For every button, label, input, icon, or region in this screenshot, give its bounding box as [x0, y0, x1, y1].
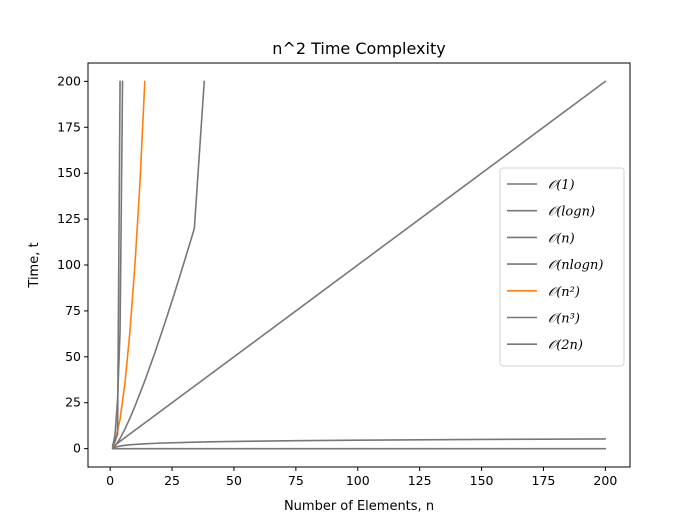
x-tick-label: 200 — [593, 473, 617, 488]
legend-label: 𝒪(2n) — [548, 338, 583, 353]
legend-label: 𝒪(1) — [548, 178, 575, 193]
legend: 𝒪(1) 𝒪(logn) 𝒪(n) 𝒪(nlogn) 𝒪(n²) 𝒪(n³) 𝒪(2n) — [499, 167, 625, 367]
y-axis-ticks: 0 25 50 75 100 125 150 175 200 — [57, 73, 88, 456]
y-tick-label: 200 — [57, 73, 81, 88]
legend-label: 𝒪(nlogn) — [548, 258, 603, 273]
legend-label: 𝒪(logn) — [548, 205, 595, 220]
chart-title: n^2 Time Complexity — [272, 39, 445, 58]
y-tick-label: 175 — [57, 119, 81, 134]
y-axis-label: Time, t — [27, 242, 42, 288]
y-tick-label: 50 — [65, 349, 81, 364]
x-tick-label: 175 — [532, 473, 556, 488]
x-tick-label: 50 — [226, 473, 242, 488]
x-tick-label: 0 — [106, 473, 114, 488]
x-tick-label: 125 — [408, 473, 432, 488]
series-layer — [111, 80, 607, 450]
legend-label: 𝒪(n²) — [548, 285, 580, 300]
x-tick-label: 75 — [288, 473, 304, 488]
y-tick-label: 0 — [73, 441, 81, 456]
legend-label: 𝒪(n) — [548, 231, 575, 246]
series-line-7 — [111, 80, 121, 446]
y-tick-label: 25 — [65, 395, 81, 410]
y-tick-label: 100 — [57, 257, 81, 272]
series-line-2 — [111, 438, 607, 450]
legend-label: 𝒪(n³) — [548, 312, 580, 327]
y-tick-label: 75 — [65, 303, 81, 318]
x-tick-label: 100 — [346, 473, 370, 488]
x-tick-label: 150 — [470, 473, 494, 488]
x-axis-ticks: 0 25 50 75 100 125 150 175 200 — [106, 467, 617, 488]
y-tick-label: 150 — [57, 165, 81, 180]
x-tick-label: 25 — [164, 473, 180, 488]
x-axis-label: Number of Elements, n — [284, 499, 434, 514]
y-tick-label: 125 — [57, 211, 81, 226]
legend-box — [499, 167, 625, 367]
series-line-3 — [111, 80, 607, 448]
series-line-4 — [111, 80, 206, 450]
